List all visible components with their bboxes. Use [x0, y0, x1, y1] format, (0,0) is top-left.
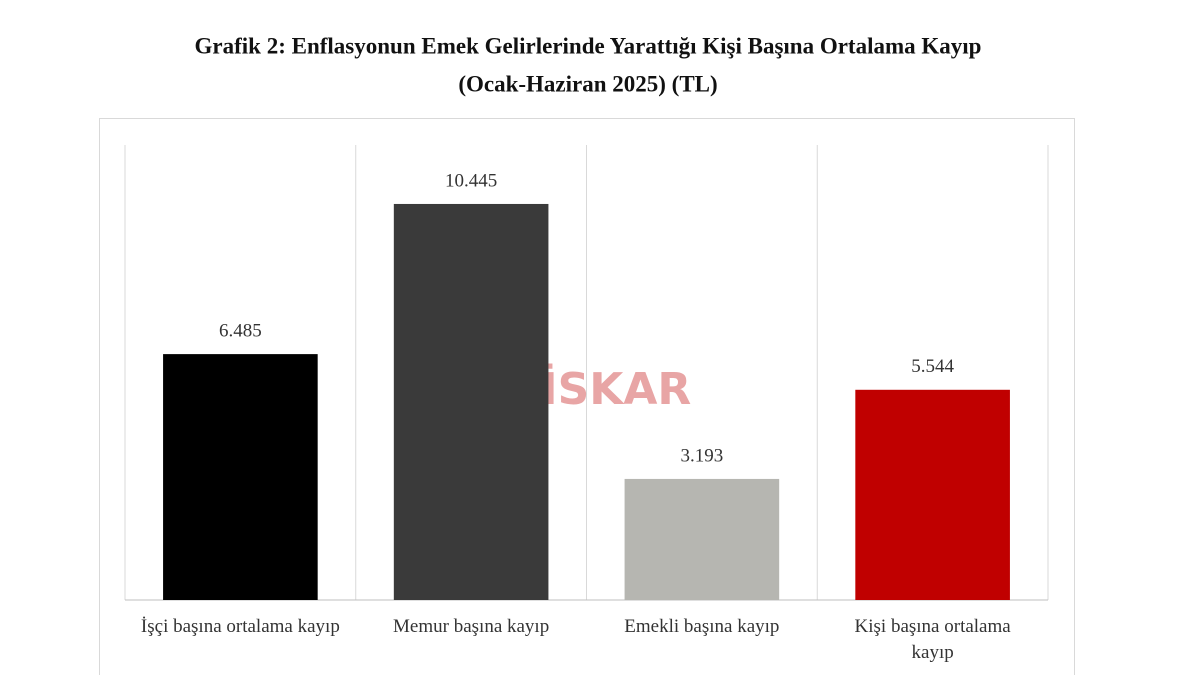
x-tick-label: Memur başına kayıp — [393, 616, 550, 637]
value-label: 3.193 — [681, 445, 724, 466]
chart-frame — [99, 118, 1075, 675]
bar — [855, 389, 1010, 600]
value-label: 6.485 — [219, 320, 262, 341]
chart-subtitle: (Ocak-Haziran 2025) (TL) — [458, 71, 717, 96]
value-label: 5.544 — [911, 356, 954, 377]
x-tick-label: Emekli başına kayıp — [624, 616, 780, 637]
x-tick-label: Kişi başına ortalama kayıp — [854, 616, 1011, 663]
chart-title: Grafik 2: Enflasyonun Emek Gelirlerinde … — [195, 33, 982, 58]
bar — [163, 354, 318, 600]
bar — [393, 203, 549, 600]
x-tick-label: İşçi başına ortalama kayıp — [140, 616, 340, 637]
bar — [624, 478, 780, 600]
value-label: 10.445 — [445, 170, 497, 191]
